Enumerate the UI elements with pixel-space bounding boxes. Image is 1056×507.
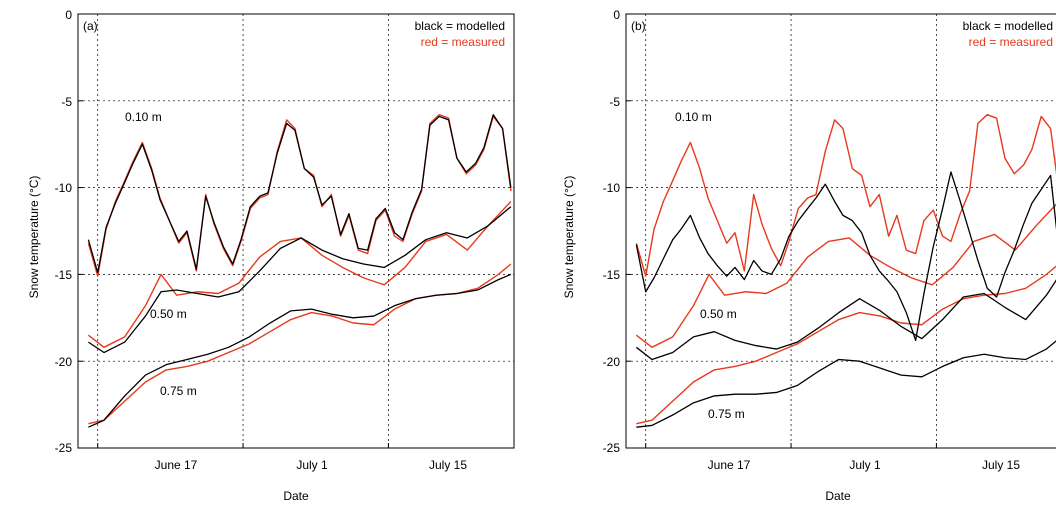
series-modelled-010 (87, 114, 512, 274)
series-modelled-050 (88, 206, 512, 354)
x-tick-label: June 17 (155, 458, 198, 472)
x-tick-label: June 17 (708, 458, 751, 472)
panel-b: Snow temperature (°C) Date 0 -5 -10 -15 … (562, 8, 1056, 503)
y-axis-label: Snow temperature (°C) (562, 176, 576, 299)
depth-label-0-50: 0.50 m (150, 307, 187, 321)
legend-measured: red = measured (421, 35, 505, 49)
x-tick-label: July 15 (429, 458, 467, 472)
y-tick-labels: 0 -5 -10 -15 -20 -25 (603, 8, 621, 455)
y-tick-label: -10 (603, 181, 621, 195)
panel-tag: (a) (83, 19, 98, 33)
x-tick-label: July 1 (849, 458, 881, 472)
y-tick-label: -10 (55, 181, 73, 195)
legend-modelled: black = modelled (963, 19, 1053, 33)
depth-label-0-75: 0.75 m (160, 384, 197, 398)
y-tick-label: -5 (61, 95, 72, 109)
series-measured-050 (635, 203, 1056, 349)
y-tick-label: -25 (55, 441, 73, 455)
x-tick-label: July 15 (982, 458, 1020, 472)
panel-tag: (b) (631, 19, 646, 33)
y-tick-labels: 0 -5 -10 -15 -20 -25 (55, 8, 73, 455)
series-measured-050 (87, 201, 512, 349)
panel-a: Snow temperature (°C) Date 0 -5 -10 -15 … (27, 8, 515, 503)
y-tick-label: -15 (55, 268, 73, 282)
y-tick-label: -15 (603, 268, 621, 282)
depth-label-0-10: 0.10 m (675, 110, 712, 124)
gridlines (626, 13, 1056, 449)
depth-label-0-75: 0.75 m (708, 407, 745, 421)
series-modelled-010 (635, 171, 1056, 342)
series-modelled-075 (88, 273, 512, 428)
y-tick-label: -20 (55, 355, 73, 369)
x-axis-label: Date (283, 489, 309, 503)
series-modelled-075 (636, 340, 1056, 428)
series-group (635, 113, 1056, 428)
y-tick-label: 0 (613, 8, 620, 22)
x-tick-labels: June 17 July 1 July 15 (708, 458, 1021, 472)
series-group (87, 113, 512, 428)
plot-area: (b) black = modelled red = measured 0.10… (625, 13, 1056, 449)
x-tick-label: July 1 (296, 458, 328, 472)
y-tick-label: -5 (609, 95, 620, 109)
y-tick-label: -20 (603, 355, 621, 369)
legend-modelled: black = modelled (415, 19, 505, 33)
series-measured-010 (635, 113, 1056, 277)
depth-label-0-50: 0.50 m (700, 307, 737, 321)
y-tick-label: -25 (603, 441, 621, 455)
series-modelled-050 (635, 279, 1056, 361)
y-axis-label: Snow temperature (°C) (27, 176, 41, 299)
plot-area: (a) black = modelled red = measured 0.10… (77, 13, 515, 449)
x-tick-labels: June 17 July 1 July 15 (155, 458, 468, 472)
x-axis-label: Date (825, 489, 851, 503)
depth-label-0-10: 0.10 m (125, 110, 162, 124)
plot-frame (77, 13, 515, 449)
legend-measured: red = measured (969, 35, 1053, 49)
y-tick-label: 0 (65, 8, 72, 22)
plot-frame (625, 13, 1056, 449)
